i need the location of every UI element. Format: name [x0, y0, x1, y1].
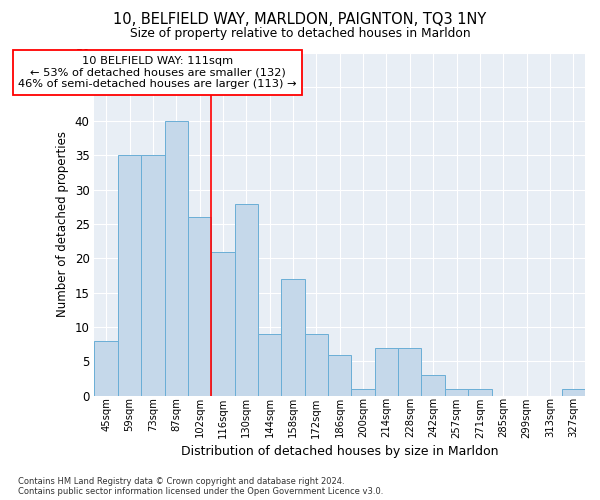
Bar [94, 341, 118, 396]
Text: 10, BELFIELD WAY, MARLDON, PAIGNTON, TQ3 1NY: 10, BELFIELD WAY, MARLDON, PAIGNTON, TQ3… [113, 12, 487, 28]
X-axis label: Distribution of detached houses by size in Marldon: Distribution of detached houses by size … [181, 444, 499, 458]
Bar [305, 334, 328, 396]
Text: 10 BELFIELD WAY: 111sqm
← 53% of detached houses are smaller (132)
46% of semi-d: 10 BELFIELD WAY: 111sqm ← 53% of detache… [18, 56, 297, 89]
Bar [188, 218, 211, 396]
Text: Size of property relative to detached houses in Marldon: Size of property relative to detached ho… [130, 28, 470, 40]
Bar [164, 121, 188, 396]
Bar [141, 156, 164, 396]
Text: Contains HM Land Registry data © Crown copyright and database right 2024.: Contains HM Land Registry data © Crown c… [18, 477, 344, 486]
Bar [562, 389, 585, 396]
Bar [281, 279, 305, 396]
Bar [445, 389, 468, 396]
Bar [328, 354, 352, 396]
Y-axis label: Number of detached properties: Number of detached properties [56, 131, 69, 317]
Bar [421, 375, 445, 396]
Bar [352, 389, 375, 396]
Text: Contains public sector information licensed under the Open Government Licence v3: Contains public sector information licen… [18, 487, 383, 496]
Bar [398, 348, 421, 396]
Bar [118, 156, 141, 396]
Bar [375, 348, 398, 396]
Bar [258, 334, 281, 396]
Bar [468, 389, 491, 396]
Bar [211, 252, 235, 396]
Bar [235, 204, 258, 396]
